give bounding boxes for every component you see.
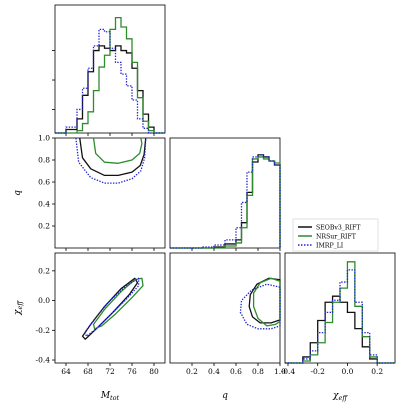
xlabel-chi-eff: χeff	[332, 391, 348, 402]
hist-q-imrp-li	[170, 154, 281, 249]
xtick-label-q: 1.0	[274, 367, 286, 376]
xtick-label-q: 0.6	[230, 367, 242, 376]
chieff-histogram-panel	[284, 252, 396, 364]
hist-m-tot-imrp-li	[55, 28, 165, 134]
xtick-label-m-tot: 72	[105, 367, 115, 376]
mtot-q-panel	[54, 137, 166, 249]
legend-label-imrp: IMRP_LI	[316, 243, 344, 250]
ytick-label-chi-eff: 0.0	[38, 296, 50, 305]
ylabel-chi-eff: χeff	[13, 300, 24, 316]
contour-m-tot-chi-eff-seobv3-rift	[81, 277, 139, 340]
xtick-label-chi-eff: -0.2	[310, 367, 325, 376]
xtick-label-q: 0.2	[186, 367, 198, 376]
ytick-label-q: 0.6	[38, 178, 50, 187]
contour-m-tot-chi-eff-imrp-li	[84, 277, 140, 337]
ytick-label-chi-eff: 0.2	[38, 266, 50, 275]
legend: SEOBv3_RIFT NRSur_RIFT IMRP_LI	[292, 218, 379, 252]
mtot-chieff-panel	[54, 252, 166, 364]
hist-q-nrsur-rift	[170, 156, 281, 249]
ytick-label-q: 0.4	[38, 200, 50, 209]
ytick-label-chi-eff: -0.2	[36, 326, 51, 335]
xtick-label-chi-eff: 0.2	[371, 367, 383, 376]
hist-chi-eff-imrp-li	[285, 269, 395, 364]
xlabel-q: q	[222, 391, 228, 401]
xtick-label-chi-eff: -0.4	[281, 367, 296, 376]
legend-label-seobv3: SEOBv3_RIFT	[316, 225, 361, 232]
ytick-label-chi-eff: -0.4	[36, 356, 51, 365]
q-chieff-panel	[169, 252, 281, 364]
contour-q-chi-eff-nrsur-rift	[252, 277, 281, 327]
xtick-label-q: 0.8	[252, 367, 264, 376]
xtick-label-m-tot: 68	[83, 367, 93, 376]
contour-m-tot-q-imrp-li	[75, 137, 147, 184]
ytick-label-q: 0.2	[38, 222, 50, 231]
xtick-label-q: 0.4	[208, 367, 220, 376]
hist-q-seobv3-rift	[170, 154, 281, 249]
contour-m-tot-q-seobv3-rift	[79, 137, 147, 177]
hist-m-tot-seobv3-rift	[55, 45, 165, 134]
xtick-label-m-tot: 64	[61, 367, 71, 376]
ylabel-q: q	[13, 190, 23, 196]
xlabel-mtot: Mtot	[100, 391, 120, 402]
xtick-label-chi-eff: 0.0	[341, 367, 353, 376]
plot-layer	[55, 16, 395, 364]
ytick-label-q: 0.8	[38, 156, 50, 165]
legend-label-nrsur: NRSur_RIFT	[316, 234, 357, 241]
contour-m-tot-chi-eff-nrsur-rift	[92, 277, 144, 330]
contour-m-tot-q-nrsur-rift	[92, 137, 143, 164]
xtick-label-m-tot: 80	[149, 367, 159, 376]
hist-chi-eff-nrsur-rift	[285, 261, 395, 364]
ytick-label-q: 1.0	[38, 134, 50, 143]
hist-m-tot-nrsur-rift	[55, 16, 165, 134]
tick-layer: 64 68 72 76 80 0.2 0.4 0.6 0.8 1.0-0.4 -0.2 0.0 0.20…	[36, 50, 383, 376]
hist-chi-eff-seobv3-rift	[285, 295, 395, 364]
xtick-label-m-tot: 76	[127, 367, 137, 376]
